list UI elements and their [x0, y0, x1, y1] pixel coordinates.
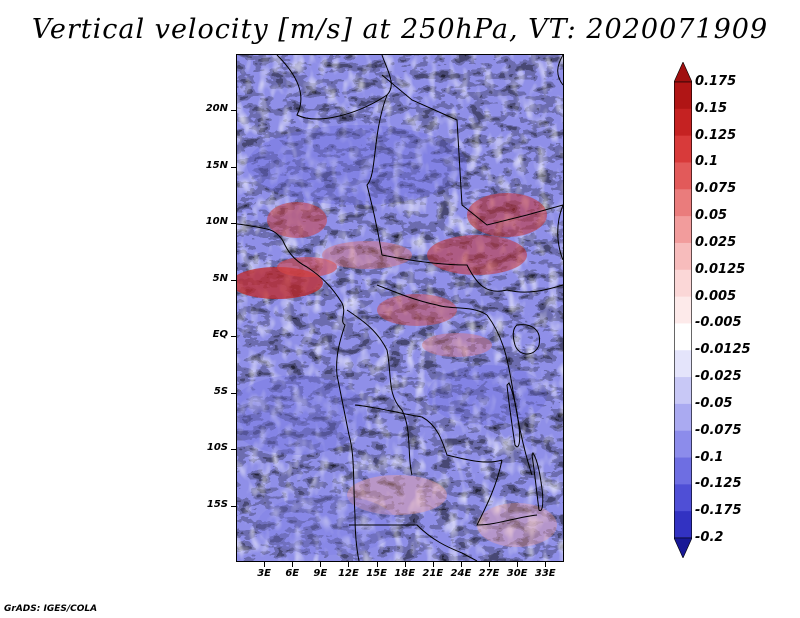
boundaries	[237, 55, 563, 561]
colorbar-level-label: 0.175	[695, 74, 737, 89]
colorbar-segment	[674, 108, 692, 137]
colorbar-segment	[674, 82, 692, 110]
lat-tick-label: 15S	[206, 498, 228, 510]
plot-title: Vertical velocity [m/s] at 250hPa, VT: 2…	[31, 14, 769, 45]
convective-cores	[237, 193, 557, 547]
lat-tick	[231, 449, 236, 451]
border-car-drc	[376, 284, 488, 316]
lon-tick	[264, 562, 266, 567]
border-south-1	[349, 524, 478, 561]
east-border	[557, 204, 563, 261]
border-south-2	[476, 459, 538, 526]
colorbar-level-label: 0.15	[695, 100, 728, 116]
lon-tick-label: 27E	[478, 568, 500, 579]
subsidence-bands	[237, 125, 547, 555]
lon-tick-label: 15E	[366, 568, 387, 579]
lon-tick	[292, 562, 294, 567]
colorbar-level-label: -0.025	[695, 369, 742, 385]
colorbar-level-label: 0.05	[695, 208, 728, 224]
lat-tick-label: EQ	[212, 329, 228, 341]
colorbar-segment	[674, 242, 692, 271]
grads-credit: GrADS: IGES/COLA	[4, 604, 98, 614]
colorbar-level-label: -0.2	[695, 530, 724, 545]
west-africa-coastline	[237, 223, 360, 561]
lat-tick	[231, 166, 236, 168]
lon-tick-label: 3E	[257, 568, 271, 579]
colorbar-level-label: 0.1	[695, 154, 719, 170]
lake-tanganyika	[506, 382, 521, 448]
colorbar-level-label: -0.175	[695, 503, 742, 519]
colorbar-level-label: 0.075	[695, 181, 737, 197]
lake-victoria	[512, 324, 541, 355]
border-chad-sudan	[366, 94, 388, 256]
border-angola	[354, 404, 503, 463]
lat-tick	[231, 110, 236, 112]
lat-tick	[231, 336, 236, 338]
colorbar-level-label: 0.005	[695, 288, 737, 304]
lon-tick-label: 9E	[313, 568, 328, 579]
colorbar-segment	[674, 377, 692, 405]
colorbar-level-label: -0.075	[695, 422, 742, 438]
colorbar-level-label: 0.0125	[695, 261, 746, 277]
colorbar-segment	[674, 430, 692, 459]
colorbar	[674, 62, 692, 558]
border-north-1	[276, 55, 392, 120]
border-central-1	[381, 254, 563, 293]
colorbar-over-triangle	[674, 62, 692, 83]
colorbar-level-label: -0.125	[695, 476, 742, 492]
lon-tick-label: 18E	[394, 568, 416, 579]
colorbar-segment	[674, 511, 692, 539]
lon-tick	[320, 562, 322, 567]
colorbar-under-triangle	[674, 537, 692, 558]
colorbar-segment	[674, 350, 692, 378]
colorbar-segment	[674, 216, 692, 244]
lon-tick	[460, 562, 462, 567]
lon-tick	[517, 562, 519, 567]
lon-tick-label: 6E	[285, 568, 300, 579]
lon-tick-label: 24E	[450, 568, 472, 579]
colorbar-segment	[674, 403, 692, 432]
lat-tick	[231, 279, 236, 281]
colorbar-segment	[674, 296, 692, 324]
colorbar-segment	[674, 269, 692, 298]
colorbar-segment	[674, 323, 692, 351]
colorbar-segment	[674, 189, 692, 217]
lon-tick-label: 12E	[338, 568, 359, 579]
colorbar-segment	[674, 162, 692, 190]
colorbar-segment	[674, 457, 692, 485]
lon-tick-label: 21E	[422, 568, 444, 579]
vertical-velocity-field-map	[237, 55, 563, 561]
red-sea-coast	[557, 55, 563, 86]
lat-tick-label: 5N	[212, 272, 228, 284]
colorbar-segment	[674, 135, 692, 163]
colorbar-level-label: -0.1	[695, 449, 724, 465]
lon-tick-label: 33E	[534, 568, 556, 579]
lat-tick-label: 15N	[205, 159, 228, 171]
lat-tick-label: 10N	[205, 216, 228, 228]
lon-tick	[404, 562, 406, 567]
colorbar-level-label: 0.125	[695, 127, 737, 143]
lat-tick	[231, 505, 236, 507]
lat-tick-label: 20N	[205, 103, 228, 115]
lon-tick	[489, 562, 491, 567]
lat-tick-label: 10S	[206, 442, 228, 454]
border-drc-east	[486, 314, 533, 476]
lon-tick-label: 30E	[506, 568, 528, 579]
colorbar-level-label: -0.0125	[695, 342, 751, 358]
colorbar-level-label: 0.025	[695, 234, 737, 250]
lon-tick	[348, 562, 350, 567]
lon-tick	[376, 562, 378, 567]
colorbar-level-label: -0.005	[695, 315, 742, 331]
border-congo	[346, 309, 413, 476]
colorbar-segment	[674, 484, 692, 512]
lat-tick-label: 5S	[213, 385, 228, 397]
lat-tick	[231, 223, 236, 225]
border-north-2	[381, 74, 563, 226]
map-plot-area	[236, 54, 564, 562]
lat-tick	[231, 392, 236, 394]
colorbar-level-label: -0.05	[695, 395, 733, 411]
lon-tick	[545, 562, 547, 567]
lake-malawi	[531, 452, 544, 512]
lon-tick	[432, 562, 434, 567]
